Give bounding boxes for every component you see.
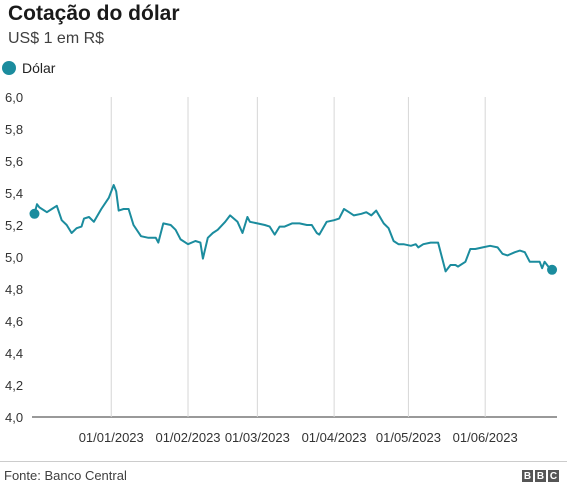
footer-divider <box>0 461 567 462</box>
bbc-logo: B B C <box>522 470 559 482</box>
y-tick-label: 4,8 <box>5 282 23 297</box>
chart-subtitle: US$ 1 em R$ <box>8 30 105 47</box>
y-tick-label: 4,0 <box>5 410 23 425</box>
source-note: Fonte: Banco Central <box>4 468 127 483</box>
chart-title: Cotação do dólar <box>8 2 180 25</box>
y-tick-label: 4,4 <box>5 346 23 361</box>
y-tick-label: 5,0 <box>5 250 23 265</box>
x-tick-label: 01/06/2023 <box>453 430 518 445</box>
y-tick-label: 5,4 <box>5 186 23 201</box>
y-tick-label: 4,6 <box>5 314 23 329</box>
series-end-point <box>547 264 558 275</box>
legend-marker-dolar <box>2 61 16 75</box>
bbc-logo-letter: B <box>522 470 533 482</box>
legend: Dólar <box>0 60 55 76</box>
bbc-logo-letter: C <box>548 470 559 482</box>
y-tick-label: 5,8 <box>5 122 23 137</box>
y-tick-label: 6,0 <box>5 90 23 105</box>
x-tick-label: 01/04/2023 <box>302 430 367 445</box>
bbc-logo-letter: B <box>535 470 546 482</box>
y-tick-label: 4,2 <box>5 378 23 393</box>
x-tick-label: 01/02/2023 <box>155 430 220 445</box>
y-tick-label: 5,2 <box>5 218 23 233</box>
x-tick-label: 01/03/2023 <box>225 430 290 445</box>
series-start-point <box>29 208 40 219</box>
series-line-dolar <box>33 184 553 273</box>
x-tick-label: 01/05/2023 <box>376 430 441 445</box>
legend-label-dolar: Dólar <box>22 60 56 76</box>
y-tick-label: 5,6 <box>5 154 23 169</box>
x-tick-label: 01/01/2023 <box>79 430 144 445</box>
